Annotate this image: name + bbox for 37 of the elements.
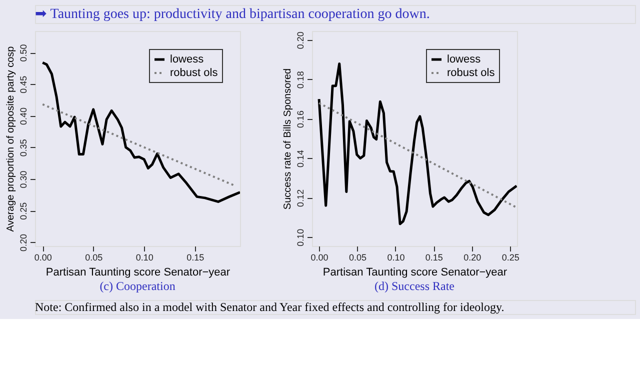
line-series bbox=[41, 61, 240, 203]
y-tick-label: 0.20 bbox=[18, 234, 28, 252]
x-tick-label: 0.05 bbox=[348, 252, 367, 262]
y-tick-label: 0.16 bbox=[296, 110, 306, 128]
text: Note: Confirmed also in a model with Senator and Year fixed effects and controlling for ideology. bbox=[35, 300, 504, 314]
x-tick-label: 0.10 bbox=[387, 252, 405, 262]
y-tick-label: 0.50 bbox=[18, 44, 28, 62]
legend-label: robust ols bbox=[170, 67, 218, 79]
x-axis-title: Partisan Taunting score Senator−year bbox=[46, 266, 230, 278]
legend-label: lowess bbox=[447, 54, 482, 66]
x-tick-label: 0.15 bbox=[186, 252, 204, 262]
legend-label: lowess bbox=[170, 54, 204, 66]
y-tick-label: 0.45 bbox=[18, 76, 28, 94]
x-tick-label: 0.05 bbox=[85, 252, 103, 262]
x-tick-label: 0.00 bbox=[310, 252, 328, 262]
x-axis-title: Partisan Taunting score Senator−year bbox=[322, 266, 508, 278]
y-tick-label: 0.10 bbox=[296, 228, 306, 246]
y-tick-label: 0.30 bbox=[18, 170, 28, 188]
y-tick-label: 0.25 bbox=[18, 202, 28, 220]
y-axis-title: Success rate of Bills Sponsored bbox=[282, 68, 294, 210]
x-tick-label: 0.00 bbox=[34, 252, 52, 262]
text: (d) Success Rate bbox=[374, 279, 454, 293]
y-axis-title: Average proportion of opposite party cosp bbox=[6, 46, 16, 232]
text: ➡ Taunting goes up: productivity and bipartisan cooperation go down. bbox=[35, 7, 430, 22]
y-tick-label: 0.12 bbox=[296, 189, 306, 207]
y-tick-label: 0.20 bbox=[296, 32, 306, 50]
x-tick-label: 0.25 bbox=[502, 252, 520, 262]
x-tick-label: 0.15 bbox=[425, 252, 443, 262]
x-tick-label: 0.20 bbox=[464, 252, 482, 262]
y-tick-label: 0.14 bbox=[296, 150, 306, 168]
y-tick-label: 0.40 bbox=[18, 107, 28, 125]
line-series bbox=[318, 62, 517, 226]
y-tick-label: 0.18 bbox=[296, 71, 306, 89]
x-tick-label: 0.10 bbox=[136, 252, 154, 262]
y-tick-label: 0.35 bbox=[18, 139, 28, 157]
text: (c) Cooperation bbox=[100, 279, 176, 293]
legend-label: robust ols bbox=[447, 67, 496, 79]
